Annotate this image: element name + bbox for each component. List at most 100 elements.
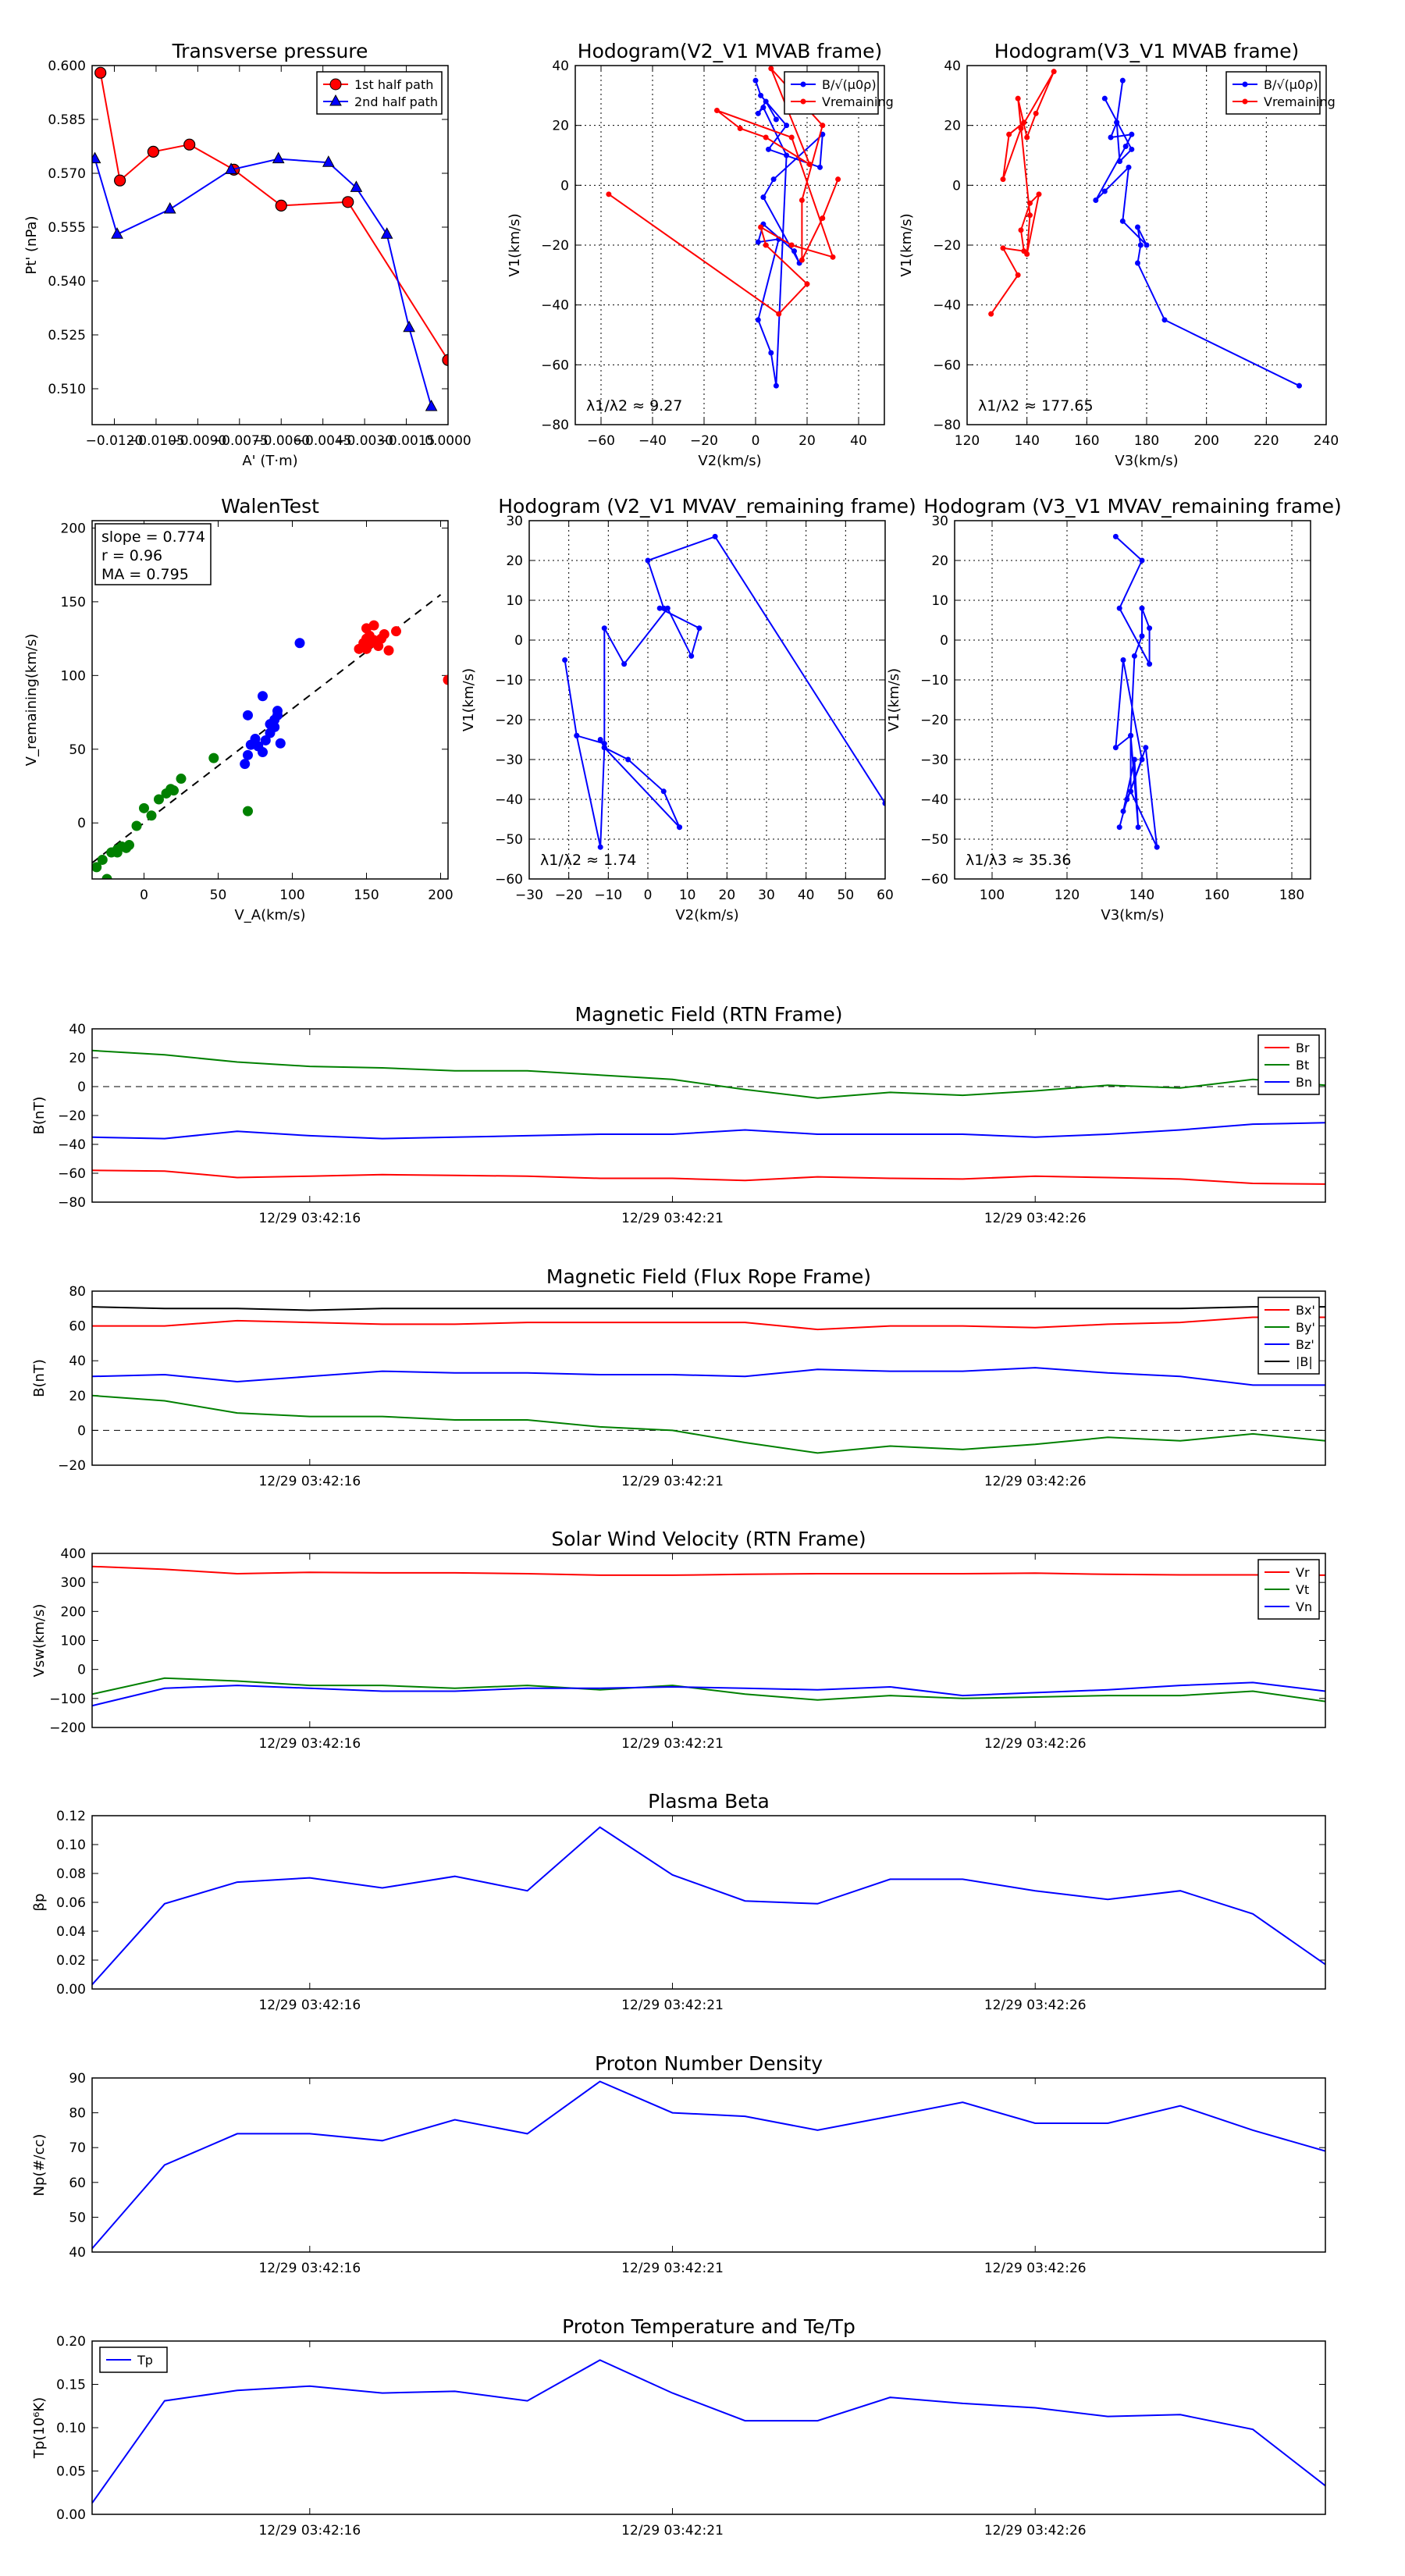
marker-point <box>147 145 159 158</box>
marker-point <box>799 257 805 263</box>
legend-marker <box>1242 81 1248 87</box>
y-tick-label: −40 <box>58 1137 86 1153</box>
scatter-point-green <box>92 862 102 873</box>
y-tick-label: 150 <box>61 595 86 610</box>
legend: B/√(μ0ρ) Vremaining <box>784 71 894 115</box>
marker-point <box>1027 212 1033 219</box>
marker-point <box>806 162 813 167</box>
y-tick-label: 50 <box>69 742 86 758</box>
x-axis-label: V3(km/s) <box>1101 907 1164 923</box>
x-tick-label: 12/29 03:42:21 <box>621 1998 724 2013</box>
x-tick-label: 240 <box>1314 433 1339 449</box>
scatter-point-red <box>379 628 389 639</box>
legend-label: |B| <box>1296 1354 1313 1369</box>
legend-box <box>1225 71 1321 115</box>
y-tick-label: −80 <box>58 1195 86 1211</box>
y-tick-label: −60 <box>495 872 523 888</box>
y-tick-label: −40 <box>495 792 523 808</box>
y-axis-label: Np(#/cc) <box>31 2134 48 2197</box>
data-layer <box>92 1565 1325 1707</box>
y-tick-label: 90 <box>69 2071 86 2087</box>
marker-point <box>712 533 718 539</box>
y-tick-label: 0.525 <box>48 328 86 343</box>
series-line-Vr <box>92 1565 1325 1576</box>
x-axis-label: V3(km/s) <box>1115 453 1178 469</box>
scatter-point-green <box>131 820 142 831</box>
marker-point <box>791 248 797 254</box>
y-tick-label: −80 <box>541 418 569 433</box>
series-line-blue <box>1115 535 1158 848</box>
y-tick-label: −10 <box>920 673 948 688</box>
legend-label: Bn <box>1296 1075 1312 1090</box>
scatter-point-red <box>383 645 394 656</box>
y-axis-label: Vsw(km/s) <box>31 1604 48 1678</box>
x-tick-label: 160 <box>1074 433 1099 449</box>
x-tick-label: 12/29 03:42:16 <box>258 1211 361 1226</box>
legend-label: Vremaining <box>1264 94 1336 109</box>
x-tick-label: −0.0120 <box>86 433 144 449</box>
axes-frame <box>91 65 449 425</box>
x-tick-label: 30 <box>758 888 775 903</box>
y-tick-label: −60 <box>58 1166 86 1182</box>
y-axis-label: B(nT) <box>31 1097 48 1135</box>
y-tick-label: −20 <box>541 238 569 254</box>
scatter-point-green <box>146 810 157 821</box>
marker-point <box>660 788 667 795</box>
y-tick-label: 0.10 <box>56 1838 86 1853</box>
y-tick-label: 0 <box>952 178 961 194</box>
x-tick-label: −10 <box>594 888 622 903</box>
marker-point <box>350 180 363 192</box>
y-tick-label: 0.20 <box>56 2334 86 2350</box>
annotation-text: λ1/λ2 ≈ 1.74 <box>540 852 636 869</box>
y-axis-label: V1(km/s) <box>898 213 915 276</box>
x-tick-label: 10 <box>679 888 696 903</box>
marker-point <box>1139 605 1145 611</box>
data-layer <box>606 66 841 389</box>
y-tick-label: −20 <box>58 1108 86 1124</box>
y-tick-label: 20 <box>69 1051 86 1066</box>
marker-point <box>773 116 779 123</box>
series-line-Vremaining <box>990 71 1055 315</box>
x-tick-label: −0.0060 <box>252 433 310 449</box>
marker-point <box>1135 224 1140 230</box>
marker-point <box>1000 176 1006 183</box>
marker-point <box>601 741 607 747</box>
marker-point <box>763 242 769 248</box>
marker-point <box>1135 824 1141 831</box>
axes-frame <box>91 2340 1326 2515</box>
y-tick-label: 30 <box>931 514 948 529</box>
x-tick-label: −20 <box>555 888 583 903</box>
scatter-point-blue <box>260 735 271 745</box>
scatter-point-blue <box>243 710 253 720</box>
marker-point <box>1024 134 1030 141</box>
legend-label: Vn <box>1296 1599 1312 1614</box>
marker-point <box>1015 272 1021 278</box>
legend: 1st half path 2nd half path <box>316 71 443 115</box>
marker-point <box>766 146 771 152</box>
marker-point <box>1143 745 1149 751</box>
x-tick-label: −60 <box>587 433 615 449</box>
y-tick-label: 80 <box>69 1284 86 1300</box>
legend-label: 1st half path <box>354 77 433 92</box>
y-axis-label: V1(km/s) <box>886 668 902 731</box>
x-axis-label: V2(km/s) <box>675 907 738 923</box>
x-tick-label: 150 <box>354 888 379 903</box>
y-tick-label: 0.555 <box>48 220 86 236</box>
marker-point <box>1093 197 1099 203</box>
y-tick-label: 0.510 <box>48 382 86 397</box>
y-tick-label: 40 <box>944 59 961 74</box>
marker-point <box>1051 69 1057 75</box>
marker-point <box>92 151 101 164</box>
axes-frame <box>966 65 1327 425</box>
legend-marker <box>329 94 342 106</box>
legend-marker <box>800 98 806 105</box>
marker-point <box>660 605 667 611</box>
chart-hodo3: −30 −20 −10 0 10 20 30 40 50 60 −60 −50 −40 −30 −20 −10… <box>461 495 916 923</box>
data-layer <box>92 1306 1325 1454</box>
marker-point <box>380 227 393 239</box>
y-tick-label: 0.570 <box>48 166 86 182</box>
marker-point <box>183 138 196 151</box>
marker-point <box>882 800 885 806</box>
marker-point <box>1144 242 1150 248</box>
